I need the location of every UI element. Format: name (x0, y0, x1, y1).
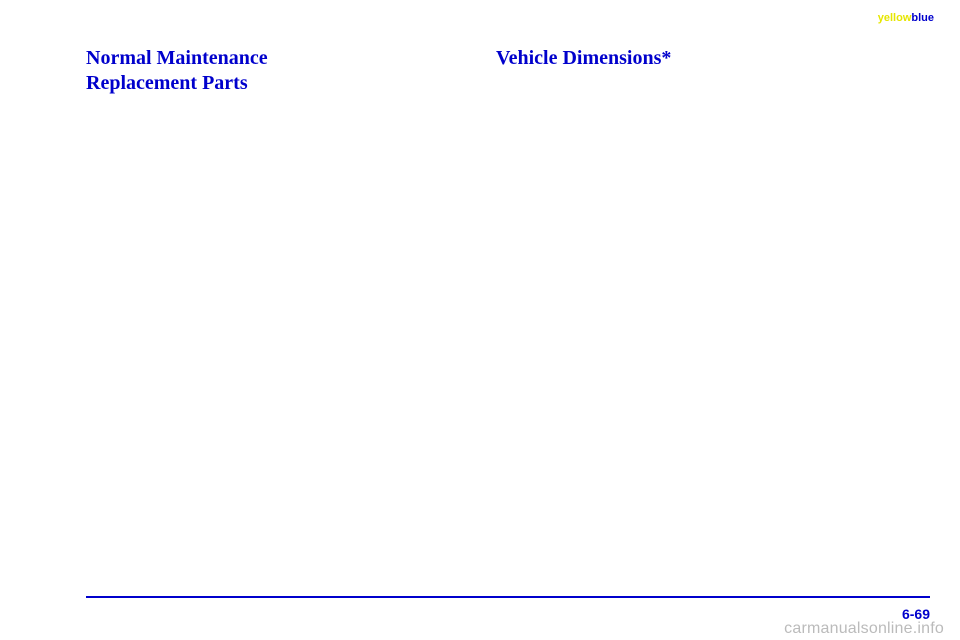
heading-left-line1: Normal Maintenance (86, 46, 268, 71)
section-heading-left: Normal Maintenance Replacement Parts (86, 46, 268, 96)
footer-rule (86, 596, 930, 598)
heading-right-text: Vehicle Dimensions* (496, 47, 671, 69)
header-color-label: yellowblue (878, 12, 934, 24)
section-heading-right: Vehicle Dimensions* (496, 46, 671, 71)
header-yellow-text: yellow (878, 12, 912, 24)
watermark-text: carmanualsonline.info (784, 620, 944, 638)
header-blue-text: blue (911, 12, 934, 24)
heading-left-line2: Replacement Parts (86, 71, 268, 96)
